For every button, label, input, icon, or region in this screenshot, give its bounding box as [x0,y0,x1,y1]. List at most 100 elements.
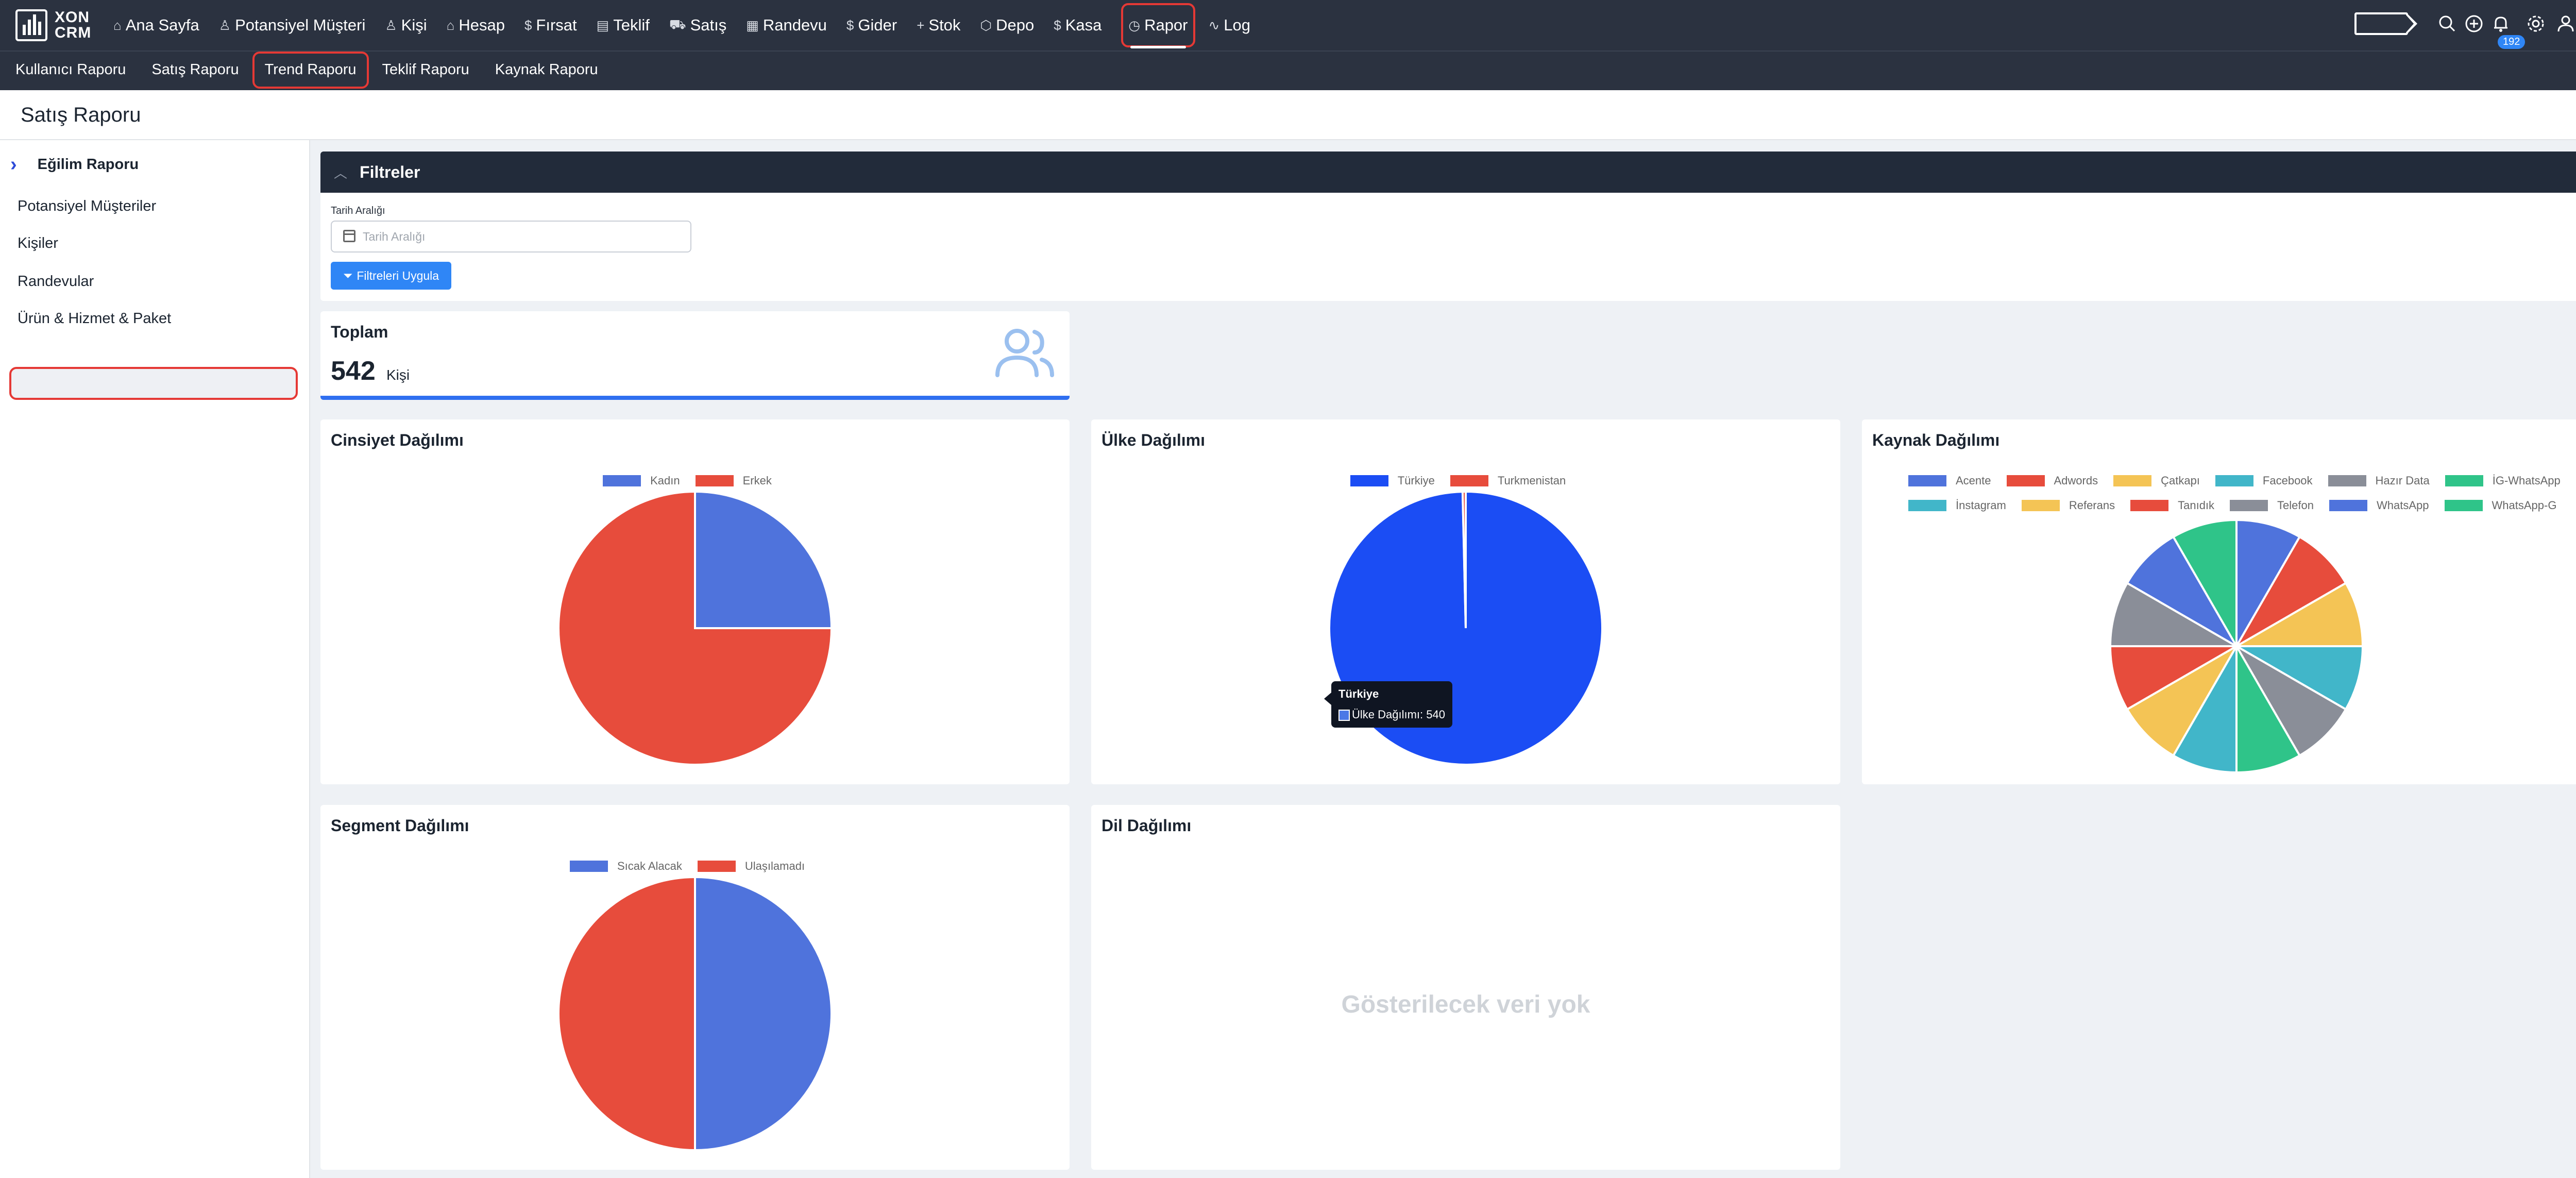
pie-slice-haz-r-data[interactable] [2233,643,2347,757]
cart-icon: ⛟ [669,16,686,32]
nav-item-potansiyel-musteri[interactable]: ♙ Potansiyel Müşteri [219,0,366,51]
tab-teklif-raporu[interactable]: Teklif Raporu [382,61,469,78]
sidebar-item-kisiler[interactable]: Kişiler [18,235,58,251]
add-circle-icon[interactable] [2464,13,2484,34]
nav-item-stok[interactable]: + Stok [917,0,960,51]
legend-item-telefon[interactable]: Telefon [2230,499,2314,512]
tab-trend-raporu[interactable]: Trend Raporu [252,51,369,89]
legend-item-erkek[interactable]: Erkek [695,474,772,487]
tooltip-row: Ülke Dağılımı: 540 [1338,708,1445,721]
tab-kaynak-raporu[interactable]: Kaynak Raporu [495,61,598,78]
pie-slice-s-cak-alacak[interactable] [694,877,833,1152]
legend-label: Ulaşılamadı [744,860,805,872]
nav-item-hesap[interactable]: ⌂ Hesap [447,0,505,51]
gender-legend: Kadın Erkek [320,474,1070,487]
bell-icon[interactable] [2490,13,2511,34]
legend-item-adwords[interactable]: Adwords [2006,474,2098,487]
legend-item-turkiye[interactable]: Türkiye [1350,474,1435,487]
gear-icon[interactable] [2526,13,2546,34]
date-range-label: Tarih Aralığı [331,205,385,216]
nav-item-depo[interactable]: ⬡ Depo [980,0,1034,51]
apply-filters-button[interactable]: ⏷ Filtreleri Uygula [331,262,451,290]
home-icon: ⌂ [113,17,122,33]
chevron-up-icon[interactable]: ︿ [334,165,348,181]
building-icon: ⌂ [446,17,455,33]
legend-item-instagram[interactable]: İnstagram [1908,499,2006,512]
legend-label: Adwords [2054,474,2098,487]
pie-slice-erkek[interactable] [557,492,833,766]
search-icon[interactable] [2437,13,2458,34]
pie-slice-referans[interactable] [2126,643,2240,757]
country-chart-title: Ülke Dağılımı [1101,431,1205,449]
legend-item-haz-r-data[interactable]: Hazır Data [2328,474,2430,487]
report-tabs: Kullanıcı Raporu Satış Raporu Trend Rapo… [0,51,624,89]
legend-item-kad-n[interactable]: Kadın [603,474,680,487]
nav-item-kasa[interactable]: $ Kasa [1054,0,1101,51]
nav-item-satis[interactable]: ⛟ Satış [669,0,726,51]
legend-item-referans[interactable]: Referans [2021,499,2115,512]
nav-item-gider[interactable]: $ Gider [846,0,897,51]
pie-slice-facebook[interactable] [2232,645,2364,711]
nav-item-firsat[interactable]: $ Fırsat [524,0,577,51]
calendar-icon: ▦ [746,17,759,33]
tab-kullanici-raporu[interactable]: Kullanıcı Raporu [15,61,126,78]
tab-satis-raporu[interactable]: Satış Raporu [151,61,239,78]
sidebar-item-potansiyel-musteriler[interactable]: Potansiyel Müşteriler [18,198,157,214]
pie-slice-tan-d-k[interactable] [2109,645,2241,711]
legend-item-turkmenistan[interactable]: Turkmenistan [1450,474,1566,487]
report-sidebar: › Eğilim Raporu Potansiyel Müşteriler Ki… [0,140,310,1178]
sidebar-item-urun-hizmet-paket[interactable]: Ürün & Hizmet & Paket [18,310,172,327]
pie-slice-acente[interactable] [2235,518,2301,650]
legend-swatch [695,475,734,486]
segment-legend: Sıcak Alacak Ulaşılamadı [320,860,1070,873]
total-value: 542 [331,356,376,386]
nav-item-teklif[interactable]: ▤ Teklif [597,0,650,51]
apply-filters-label: Filtreleri Uygula [357,268,439,282]
legend-swatch [2230,500,2268,511]
legend-item-s-cak-alacak[interactable]: Sıcak Alacak [569,860,682,873]
arrow-tag-button[interactable] [2354,12,2417,35]
filters-header[interactable]: ︿ Filtreler [320,152,2576,193]
tooltip-title: Türkiye [1338,687,1379,700]
date-range-input[interactable]: Tarih Aralığı [331,221,691,253]
pie-slice-ulas-lamad[interactable] [557,877,696,1152]
pie-slice-telefon[interactable] [2109,581,2241,647]
nav-item-log[interactable]: ∿ Log [1209,0,1251,51]
legend-item-facebook[interactable]: Facebook [2215,474,2313,487]
sidebar-header[interactable]: › Eğilim Raporu [10,154,139,176]
sidebar-item-randevular[interactable]: Randevular [18,273,94,290]
pie-slice-kad-n[interactable] [694,492,833,629]
pie-slice-ig-whatsapp[interactable] [2235,642,2301,774]
pie-slice-whatsapp[interactable] [2126,535,2240,649]
filter-icon: ⏷ [343,268,353,282]
pie-slice-whatsapp-g[interactable] [2172,518,2238,650]
nav-item-rapor[interactable]: ◷ Rapor [1121,3,1195,48]
country-legend: Türkiye Turkmenistan [1091,474,1840,487]
legend-item-catkap[interactable]: Çatkapı [2113,474,2200,487]
user-profile-icon[interactable] [2555,13,2576,34]
pie-slice-turkmenistan[interactable] [1461,492,1467,629]
nav-item-kisi[interactable]: ♙ Kişi [385,0,427,51]
legend-item-ulas-lamad[interactable]: Ulaşılamadı [697,860,805,873]
legend-label: İnstagram [1956,499,2006,512]
pie-slice-adwords[interactable] [2233,535,2347,649]
source-chart-title: Kaynak Dağılımı [1872,431,2000,449]
nav-item-randevu[interactable]: ▦ Randevu [746,0,827,51]
pie-slice-instagram[interactable] [2172,642,2238,774]
pie-slice-catkap[interactable] [2232,581,2364,647]
legend-item-acente[interactable]: Acente [1908,474,1991,487]
user-icon: ♙ [218,17,231,33]
legend-item-ig-whatsapp[interactable]: İG-WhatsApp [2445,474,2561,487]
app-logo[interactable]: XON CRM [15,7,91,43]
legend-item-tan-d-k[interactable]: Tanıdık [2130,499,2214,512]
total-title: Toplam [331,323,388,341]
legend-item-whatsapp-g[interactable]: WhatsApp-G [2444,499,2556,512]
gender-chart-title: Cinsiyet Dağılımı [331,431,464,449]
page-header: Satış Raporu [0,90,2576,140]
tooltip-swatch [1338,710,1350,721]
gender-chart-card: Cinsiyet Dağılımı Kadın Erkek [320,419,1070,784]
tooltip-value: Ülke Dağılımı: 540 [1352,708,1445,721]
nav-item-ana-sayfa[interactable]: ⌂ Ana Sayfa [113,0,199,51]
legend-item-whatsapp[interactable]: WhatsApp [2329,499,2429,512]
top-navbar [0,0,2576,51]
